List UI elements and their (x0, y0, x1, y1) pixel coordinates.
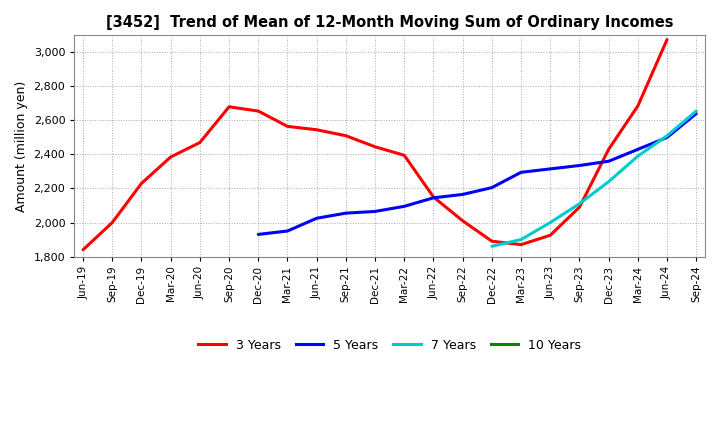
5 Years (604, 158, 613, 164)
5 Years (371, 209, 379, 214)
5 Years (634, 147, 642, 152)
3 Years (604, 147, 613, 152)
3 Years (575, 205, 584, 210)
7 Years (662, 133, 671, 138)
5 Years (487, 185, 496, 190)
3 Years (546, 233, 554, 238)
7 Years (604, 179, 613, 184)
7 Years (692, 108, 701, 114)
3 Years (634, 103, 642, 109)
3 Years (312, 127, 321, 132)
Line: 3 Years: 3 Years (83, 40, 667, 250)
7 Years (546, 220, 554, 225)
5 Years (546, 166, 554, 172)
5 Years (459, 192, 467, 197)
7 Years (517, 237, 526, 242)
3 Years (517, 242, 526, 247)
3 Years (225, 104, 233, 110)
Y-axis label: Amount (million yen): Amount (million yen) (15, 81, 28, 212)
Line: 7 Years: 7 Years (492, 111, 696, 246)
3 Years (400, 153, 408, 158)
3 Years (166, 154, 175, 160)
3 Years (662, 37, 671, 42)
7 Years (487, 244, 496, 249)
5 Years (312, 216, 321, 221)
3 Years (108, 220, 117, 225)
5 Years (400, 204, 408, 209)
3 Years (487, 238, 496, 244)
3 Years (341, 133, 350, 138)
Title: [3452]  Trend of Mean of 12-Month Moving Sum of Ordinary Incomes: [3452] Trend of Mean of 12-Month Moving … (106, 15, 673, 30)
3 Years (138, 181, 146, 186)
5 Years (662, 135, 671, 140)
5 Years (517, 170, 526, 175)
5 Years (575, 163, 584, 168)
Legend: 3 Years, 5 Years, 7 Years, 10 Years: 3 Years, 5 Years, 7 Years, 10 Years (193, 334, 586, 356)
5 Years (283, 228, 292, 234)
5 Years (254, 232, 263, 237)
7 Years (634, 154, 642, 159)
5 Years (429, 195, 438, 201)
3 Years (78, 247, 87, 253)
3 Years (429, 194, 438, 200)
Line: 5 Years: 5 Years (258, 114, 696, 235)
3 Years (283, 124, 292, 129)
7 Years (575, 201, 584, 206)
3 Years (371, 144, 379, 150)
3 Years (254, 108, 263, 114)
5 Years (341, 210, 350, 216)
5 Years (692, 111, 701, 116)
3 Years (196, 140, 204, 145)
3 Years (459, 218, 467, 224)
